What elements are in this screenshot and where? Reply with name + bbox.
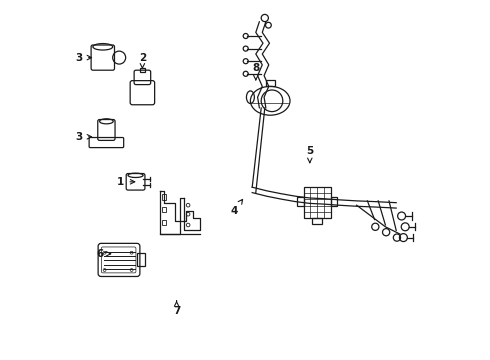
Bar: [137, 253, 145, 266]
Text: 5: 5: [306, 146, 314, 163]
Bar: [162, 207, 166, 212]
Bar: [330, 197, 337, 206]
Bar: [266, 80, 274, 86]
Text: 6: 6: [97, 249, 111, 259]
Bar: [140, 68, 145, 72]
Text: 3: 3: [76, 132, 92, 142]
Text: 4: 4: [230, 199, 243, 216]
Text: 3: 3: [76, 53, 92, 63]
Bar: [162, 194, 166, 200]
Bar: [162, 220, 166, 225]
Text: 2: 2: [139, 53, 146, 68]
Text: 7: 7: [173, 301, 180, 316]
Text: 8: 8: [252, 63, 259, 80]
Bar: [303, 187, 330, 218]
Text: 1: 1: [117, 177, 135, 187]
Bar: [297, 197, 303, 206]
Bar: [312, 218, 322, 224]
